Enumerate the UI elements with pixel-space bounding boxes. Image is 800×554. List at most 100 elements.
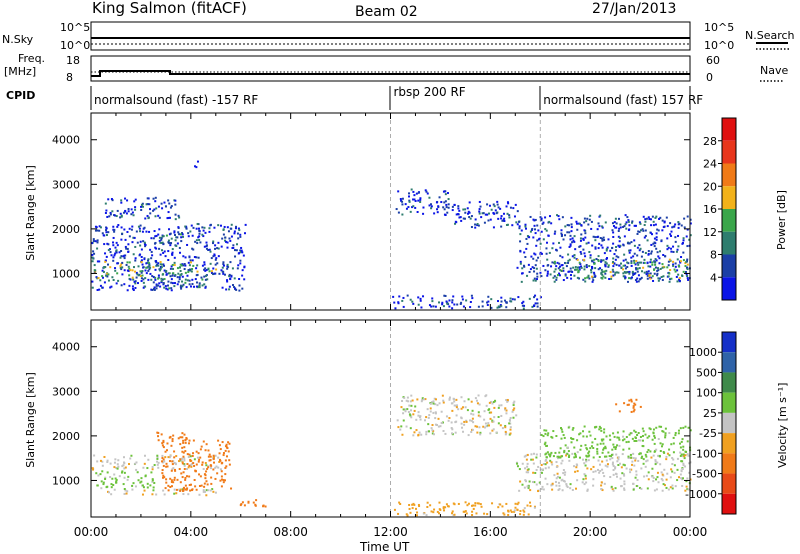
power-cell (674, 240, 677, 243)
power-cell (109, 266, 112, 269)
velocity-cell (569, 483, 572, 486)
power-cell (106, 215, 109, 218)
velocity-cell (651, 438, 654, 441)
velocity-cell (611, 448, 614, 451)
power-cell (215, 257, 218, 260)
power-cell (668, 280, 671, 283)
power-cell (152, 281, 155, 284)
velocity-cell (240, 503, 243, 506)
velocity-cell (664, 434, 667, 437)
power-cell (417, 303, 420, 306)
power-cell (151, 275, 154, 278)
power-cell (536, 224, 539, 227)
power-cell (232, 244, 235, 247)
power-cell (444, 193, 447, 196)
velocity-cell (114, 458, 117, 461)
velocity-cell (566, 486, 569, 489)
velocity-cell (601, 468, 604, 471)
velocity-cell (451, 510, 454, 513)
power-cell (195, 227, 198, 230)
power-cell (590, 271, 593, 274)
power-cell (177, 226, 180, 229)
power-cell (135, 271, 138, 274)
power-cell (104, 212, 107, 215)
power-cell (239, 250, 242, 253)
power-cell (638, 267, 641, 270)
power-cell (204, 285, 207, 288)
velocity-cell (573, 456, 576, 459)
power-cell (500, 300, 503, 303)
power-cell (550, 265, 553, 268)
velocity-cell (190, 483, 193, 486)
velocity-cell (212, 468, 215, 471)
velocity-cell (455, 406, 458, 409)
velocity-cell (633, 429, 636, 432)
power-cell (654, 223, 657, 226)
power-cell (173, 256, 176, 259)
power-cell (223, 273, 226, 276)
velocity-cell (492, 428, 495, 431)
velocity-cell (540, 468, 543, 471)
velocity-cell (673, 471, 676, 474)
power-cell (222, 261, 225, 264)
velocity-cell (141, 493, 144, 496)
power-cell (631, 221, 634, 224)
velocity-cell (445, 415, 448, 418)
power-cell (478, 208, 481, 211)
velocity-cell (630, 400, 633, 403)
velocity-cell (669, 476, 672, 479)
power-cell (192, 226, 195, 229)
velocity-cell (183, 463, 186, 466)
power-cell (497, 300, 500, 303)
power-cell (562, 238, 565, 241)
power-cell (167, 259, 170, 262)
power-cell (141, 270, 144, 273)
power-cell (607, 264, 610, 267)
power-cell (237, 252, 240, 255)
velocity-cell (535, 456, 538, 459)
power-cell (230, 275, 233, 278)
velocity-cell (665, 478, 668, 481)
velocity-cell (161, 469, 164, 472)
power-cell (466, 207, 469, 210)
velocity-cell (586, 488, 589, 491)
velocity-cell (648, 435, 651, 438)
velocity-cell (644, 433, 647, 436)
velocity-cell (572, 438, 575, 441)
power-cell (668, 258, 671, 261)
power-cell (155, 264, 158, 267)
velocity-cell (201, 461, 204, 464)
power-cell (678, 276, 681, 279)
velocity-cell (649, 428, 652, 431)
power-cell (162, 282, 165, 285)
velocity-cell (527, 486, 530, 489)
velocity-cell (117, 459, 120, 462)
velocity-cell (173, 476, 176, 479)
power-cell (651, 261, 654, 264)
velocity-cell (600, 438, 603, 441)
velocity-cell (182, 455, 185, 458)
velocity-cell (563, 449, 566, 452)
velocity-cell (566, 452, 569, 455)
velocity-cell (139, 481, 142, 484)
power-cell (642, 266, 645, 269)
velocity-cell (455, 398, 458, 401)
velocity-colorbar-tick: -100 (692, 447, 717, 460)
velocity-cell (460, 396, 463, 399)
power-cell (588, 218, 591, 221)
velocity-cell (168, 436, 171, 439)
power-cell (555, 278, 558, 281)
velocity-cell (487, 422, 490, 425)
power-cell (176, 283, 179, 286)
power-cell (655, 236, 658, 239)
velocity-cell (202, 490, 205, 493)
velocity-cell (189, 455, 192, 458)
date-title: 27/Jan/2013 (592, 1, 676, 17)
velocity-cell (474, 502, 477, 505)
velocity-cell (637, 432, 640, 435)
x-tick-label: 00:00 (673, 525, 708, 539)
power-cell (233, 277, 236, 280)
power-cell (454, 220, 457, 223)
velocity-cell (442, 429, 445, 432)
velocity-cell (437, 425, 440, 428)
